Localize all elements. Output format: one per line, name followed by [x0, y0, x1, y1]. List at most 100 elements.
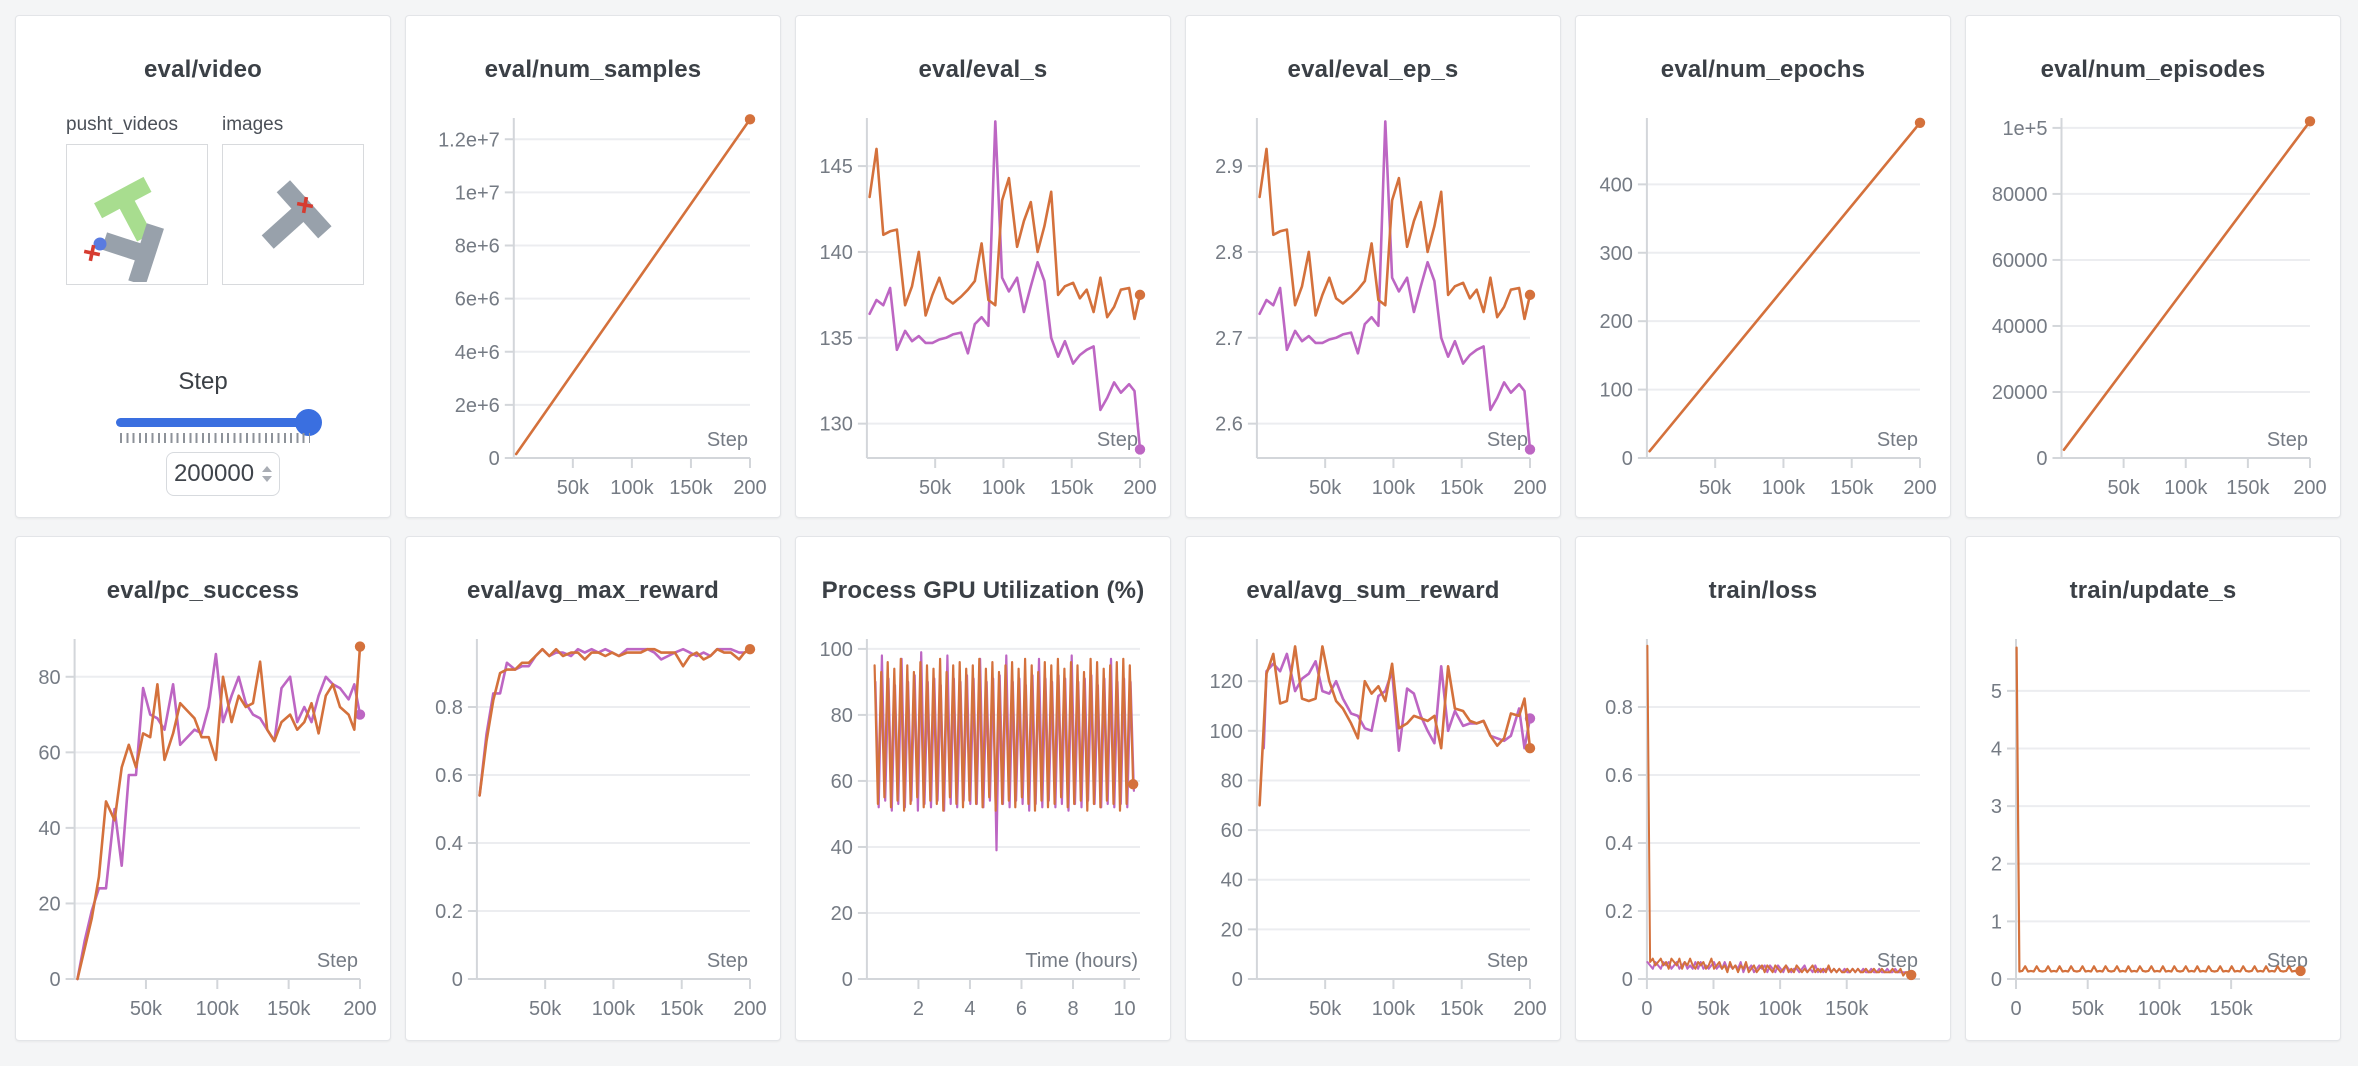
media-label-images: images: [222, 114, 284, 135]
svg-text:40: 40: [1221, 870, 1243, 892]
chart-plot-area[interactable]: 0 0.2 0.4 0.6 0.8 50k 100k 150k 200 Step: [406, 625, 782, 1035]
svg-text:0: 0: [1622, 969, 1633, 991]
chart-plot-area[interactable]: 0 20000 40000 60000 80000 1e+5 50k 100k 150k 200 S…: [1966, 104, 2342, 514]
step-number-input[interactable]: 200000: [166, 452, 280, 496]
svg-text:1: 1: [1991, 911, 2002, 933]
svg-text:2: 2: [1991, 854, 2002, 876]
chart-plot-area[interactable]: 0 1 2 3 4 5 0 50k 100k 150k Step: [1966, 625, 2342, 1035]
chart-panel-eval-eval-ep-s: eval/eval_ep_s 2.6 2.7 2.8 2.9 50k 100k 150k 20…: [1185, 15, 1561, 518]
svg-text:20: 20: [1221, 919, 1243, 941]
chart-plot-area[interactable]: 130 135 140 145 50k 100k 150k 200 Step: [796, 104, 1172, 514]
chart-panel-eval-eval-s: eval/eval_s 130 135 140 145 50k 100k 150k 200 St…: [795, 15, 1171, 518]
svg-text:0: 0: [1641, 998, 1652, 1020]
svg-text:80: 80: [38, 667, 60, 689]
svg-text:20: 20: [831, 903, 853, 925]
gray-t-shape: [261, 180, 332, 249]
svg-text:50k: 50k: [1309, 998, 1342, 1020]
svg-text:60: 60: [38, 742, 60, 764]
svg-text:2.8: 2.8: [1215, 242, 1243, 264]
svg-text:1e+5: 1e+5: [2002, 118, 2047, 140]
media-thumbnail-images[interactable]: [222, 144, 364, 285]
chart-title: eval/avg_sum_reward: [1246, 577, 1500, 604]
svg-text:0.2: 0.2: [1605, 901, 1633, 923]
step-slider-thumb[interactable]: [295, 409, 322, 436]
svg-text:8e+6: 8e+6: [455, 236, 500, 258]
svg-text:200: 200: [733, 998, 766, 1020]
svg-text:100k: 100k: [1758, 998, 1802, 1020]
svg-text:80000: 80000: [1992, 184, 2048, 206]
svg-text:4e+6: 4e+6: [455, 342, 500, 364]
svg-text:80: 80: [831, 705, 853, 727]
green-t-shape: [94, 176, 153, 242]
svg-text:400: 400: [1600, 174, 1633, 196]
svg-text:Step: Step: [1877, 950, 1918, 972]
svg-text:20: 20: [38, 893, 60, 915]
agent-dot: [93, 237, 107, 251]
chart-title: eval/num_episodes: [2040, 56, 2266, 83]
svg-text:200: 200: [1123, 477, 1156, 499]
svg-text:6e+6: 6e+6: [455, 289, 500, 311]
svg-text:150k: 150k: [1050, 477, 1094, 499]
svg-text:3: 3: [1991, 796, 2002, 818]
chart-plot-area[interactable]: 0 2e+6 4e+6 6e+6 8e+6 1e+7 1.2e+7 50k 100k 150k 20…: [406, 104, 782, 514]
svg-text:100k: 100k: [610, 477, 654, 499]
svg-text:200: 200: [733, 477, 766, 499]
svg-text:100k: 100k: [592, 998, 636, 1020]
svg-text:10: 10: [1113, 998, 1135, 1020]
svg-text:100k: 100k: [1372, 477, 1416, 499]
svg-text:50k: 50k: [529, 998, 562, 1020]
svg-text:150k: 150k: [2209, 998, 2253, 1020]
step-down-icon[interactable]: [262, 476, 273, 482]
chart-panel-eval-num-episodes: eval/num_episodes 0 20000 40000 60000 80000 1…: [1965, 15, 2341, 518]
chart-plot-area[interactable]: 2.6 2.7 2.8 2.9 50k 100k 150k 200 Step: [1186, 104, 1562, 514]
svg-text:100: 100: [1600, 380, 1633, 402]
chart-plot-area[interactable]: 0 20 40 60 80 100 120 50k 100k 150k 200 Step: [1186, 625, 1562, 1035]
chart-panel-train-loss: train/loss 0 0.2 0.4 0.6 0.8 0 50k 100k 150k Step: [1575, 536, 1951, 1041]
svg-text:1.2e+7: 1.2e+7: [438, 129, 500, 151]
svg-text:0: 0: [49, 969, 60, 991]
chart-panel-eval-pc-success: eval/pc_success 0 20 40 60 80 50k 100k 150k 200 S…: [15, 536, 391, 1041]
svg-text:6: 6: [1016, 998, 1027, 1020]
chart-title: train/update_s: [2069, 577, 2237, 604]
step-value: 200000: [173, 460, 255, 487]
svg-text:0.4: 0.4: [435, 833, 463, 855]
svg-text:150k: 150k: [660, 998, 704, 1020]
svg-text:Step: Step: [1487, 429, 1528, 451]
svg-text:0.2: 0.2: [435, 901, 463, 923]
svg-text:150k: 150k: [1440, 477, 1484, 499]
svg-text:40: 40: [831, 837, 853, 859]
chart-panel-eval-avg-max-reward: eval/avg_max_reward 0 0.2 0.4 0.6 0.8 50k 100k…: [405, 536, 781, 1041]
gray-t-shape: [101, 223, 164, 286]
chart-plot-area[interactable]: 0 100 200 300 400 50k 100k 150k 200 Step: [1576, 104, 1952, 514]
image-frame: [261, 180, 332, 249]
chart-plot-area[interactable]: 0 0.2 0.4 0.6 0.8 0 50k 100k 150k Step: [1576, 625, 1952, 1035]
stepper-arrows[interactable]: [262, 466, 273, 482]
media-thumbnail-pusht-videos[interactable]: [66, 144, 208, 286]
svg-text:150k: 150k: [267, 998, 311, 1020]
svg-text:0: 0: [452, 969, 463, 991]
svg-text:2.7: 2.7: [1215, 328, 1243, 350]
svg-text:50k: 50k: [1309, 477, 1342, 499]
svg-text:0: 0: [2010, 998, 2021, 1020]
chart-title: train/loss: [1708, 577, 1818, 604]
chart-plot-area[interactable]: 0 20 40 60 80 100 2 4 6 8 10 Time (hours): [796, 625, 1172, 1035]
svg-text:145: 145: [820, 156, 853, 178]
svg-text:60000: 60000: [1992, 250, 2048, 272]
chart-plot-area[interactable]: 0 20 40 60 80 50k 100k 150k 200 Step: [16, 625, 392, 1035]
svg-text:0.8: 0.8: [435, 697, 463, 719]
svg-text:0.4: 0.4: [1605, 833, 1633, 855]
svg-text:120: 120: [1210, 671, 1243, 693]
step-slider-track[interactable]: [116, 418, 314, 427]
chart-panel-eval-avg-sum-reward: eval/avg_sum_reward 0 20 40 60 80 100 120 50k 10…: [1185, 536, 1561, 1041]
step-slider-ruler: [120, 433, 310, 443]
svg-text:150k: 150k: [1830, 477, 1874, 499]
step-up-icon[interactable]: [262, 466, 273, 472]
chart-panel-eval-num-epochs: eval/num_epochs 0 100 200 300 400 50k 100k 150k…: [1575, 15, 1951, 518]
svg-text:0: 0: [1622, 448, 1633, 470]
svg-text:4: 4: [1991, 738, 2002, 760]
svg-text:0: 0: [2036, 448, 2047, 470]
media-label-pusht-videos: pusht_videos: [66, 114, 178, 135]
svg-text:100: 100: [1210, 721, 1243, 743]
svg-text:1e+7: 1e+7: [455, 182, 500, 204]
